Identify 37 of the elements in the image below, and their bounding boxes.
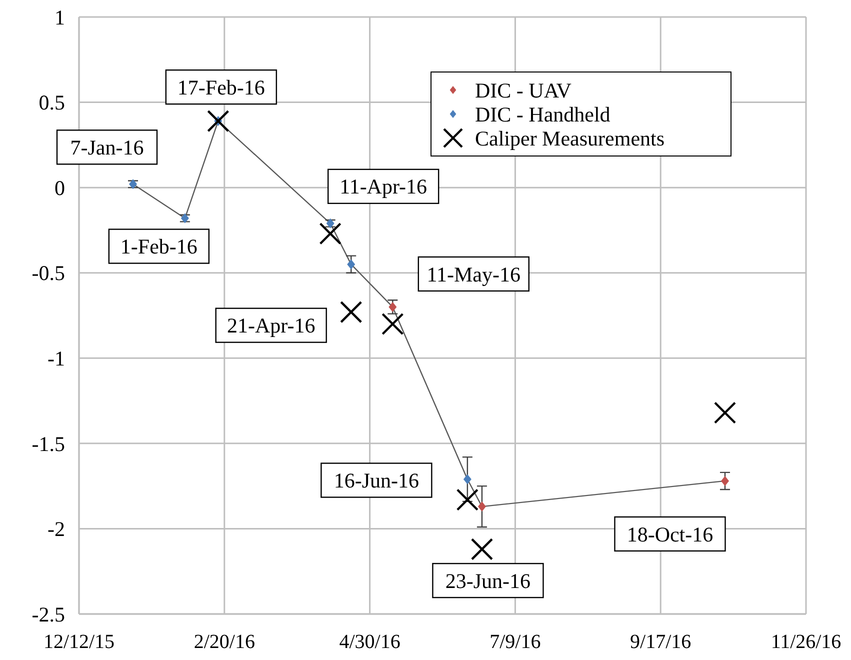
point	[319, 222, 342, 245]
y-tick-label: -2.5	[32, 602, 65, 626]
x-tick-label: 11/26/16	[770, 631, 842, 653]
annotation: 21-Apr-16	[226, 314, 316, 338]
annotation: 11-May-16	[426, 262, 520, 286]
x-tick-label: 7/9/16	[490, 631, 541, 653]
x-tick-label: 12/12/15	[43, 631, 115, 653]
legend-label: DIC - UAV	[475, 78, 572, 102]
annotation: 1-Feb-16	[120, 234, 198, 259]
annotation: 16-Jun-16	[334, 468, 420, 493]
x-tick-label: 4/30/16	[339, 631, 400, 653]
annotation: 23-Jun-16	[445, 568, 531, 593]
y-tick-label: 0	[54, 176, 65, 200]
point	[720, 476, 729, 486]
point	[347, 259, 356, 270]
legend-label: Caliper Measurements	[475, 126, 665, 150]
point	[340, 300, 362, 324]
point	[470, 538, 494, 560]
annotation: 17-Feb-16	[177, 75, 265, 100]
y-tick-label: 1	[54, 5, 65, 30]
point	[456, 488, 479, 511]
y-tick-label: -0.5	[32, 261, 65, 286]
point	[382, 312, 404, 336]
y-tick-label: 0.5	[38, 90, 65, 115]
annotation: 18-Oct-16	[626, 522, 714, 546]
point	[388, 302, 397, 312]
annotation: 7-Jan-16	[70, 136, 144, 160]
legend-label: DIC - Handheld	[475, 102, 611, 126]
annotation: 11-Apr-16	[340, 174, 428, 199]
x-tick-label: 2/20/16	[194, 631, 255, 653]
y-tick-label: -1	[48, 346, 65, 370]
point	[478, 502, 486, 512]
y-tick-label: -2	[48, 517, 65, 542]
x-tick-label: 9/17/16	[630, 631, 692, 653]
point	[463, 474, 472, 484]
point	[714, 402, 736, 424]
y-tick-label: -1.5	[32, 432, 65, 456]
